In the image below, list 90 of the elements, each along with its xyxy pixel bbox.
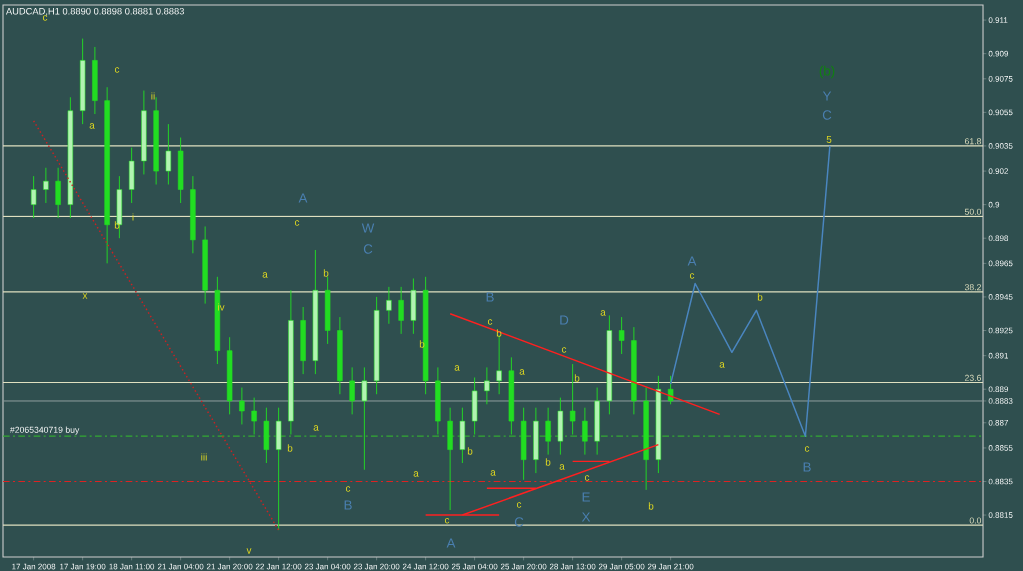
y-tick-label: 0.8835 — [988, 478, 1013, 485]
annotation: a — [313, 425, 319, 431]
y-tick-label: 0.891 — [988, 352, 1009, 359]
y-tick-label: 0.8945 — [988, 294, 1013, 300]
annotation: b — [114, 221, 120, 229]
annotation: 61.8 — [964, 138, 982, 145]
x-tick-label: 29 Jan 21:00 — [647, 563, 694, 570]
annotation: A — [687, 256, 697, 266]
x-tick-label: 17 Jan 2008 — [12, 563, 56, 570]
annotation: a — [559, 464, 565, 470]
annotation: iii — [201, 453, 207, 461]
annotation: B — [803, 462, 811, 472]
y-tick-label: 0.909 — [988, 50, 1009, 57]
annotation: X — [581, 512, 591, 522]
x-tick-label: 29 Jan 05:00 — [598, 563, 645, 570]
annotation: a — [454, 365, 460, 371]
ref-line-label: #2065340719 buy — [9, 426, 80, 435]
y-tick-label: 0.9035 — [988, 143, 1013, 149]
annotation: (b) — [819, 65, 835, 79]
y-tick-label: 0.898 — [988, 235, 1009, 242]
annotation: b — [757, 293, 763, 301]
annotation: Y — [822, 91, 832, 101]
annotation: c — [294, 220, 300, 226]
annotation: A — [298, 193, 308, 203]
y-tick-label: 0.8965 — [988, 260, 1013, 267]
y-tick-label: 0.8815 — [988, 512, 1013, 518]
annotation: b — [287, 444, 293, 452]
annotation: 23.6 — [964, 374, 982, 381]
y-tick-label: 0.8883 — [988, 398, 1013, 404]
annotation: D — [560, 315, 569, 325]
annotation: 5 — [826, 136, 832, 143]
annotation: b — [574, 374, 580, 382]
y-tick-label: 0.9 — [988, 201, 1000, 208]
annotation: W — [361, 223, 375, 233]
annotation: a — [89, 123, 95, 129]
annotation: a — [413, 471, 419, 477]
annotation: c — [114, 67, 120, 73]
annotation: 38.2 — [964, 284, 981, 291]
annotation: C — [363, 244, 373, 254]
x-tick-label: 28 Jan 13:00 — [549, 563, 596, 570]
x-tick-label: 25 Jan 04:00 — [451, 563, 498, 570]
annotation: c — [444, 517, 450, 524]
x-tick-label: 18 Jan 11:00 — [109, 563, 155, 570]
annotation: 50.0 — [964, 208, 982, 215]
annotation: a — [600, 310, 606, 316]
annotation: b — [323, 269, 329, 277]
chart-title: AUDCAD,H1 0.8890 0.8898 0.8881 0.8883 — [5, 7, 184, 16]
x-tick-label: 23 Jan 04:00 — [304, 563, 351, 570]
annotation: B — [486, 292, 494, 302]
annotation: b — [467, 447, 473, 455]
x-tick-label: 25 Jan 20:00 — [500, 563, 547, 570]
x-tick-label: 21 Jan 20:00 — [206, 563, 253, 570]
annotation: b — [419, 340, 425, 348]
x-tick-label: 21 Jan 04:00 — [157, 563, 204, 570]
annotation: a — [719, 362, 725, 368]
x-tick-label: 24 Jan 12:00 — [402, 563, 449, 570]
annotation: c — [561, 347, 567, 353]
annotation: a — [262, 272, 268, 278]
annotation: b — [648, 502, 654, 510]
annotation: v — [246, 548, 252, 554]
y-tick-label: 0.8925 — [988, 327, 1013, 334]
y-tick-label: 0.889 — [988, 386, 1009, 393]
annotation: b — [545, 458, 551, 466]
annotation: c — [584, 475, 590, 481]
annotation: A — [446, 538, 456, 548]
x-tick-label: 17 Jan 19:00 — [60, 563, 106, 570]
annotation: c — [487, 319, 493, 325]
x-tick-label: 22 Jan 12:00 — [255, 563, 302, 570]
annotation: c — [689, 273, 695, 279]
annotation: a — [490, 470, 496, 476]
y-tick-label: 0.9055 — [988, 109, 1013, 116]
annotation: c — [516, 502, 522, 508]
y-tick-label: 0.887 — [988, 419, 1009, 426]
y-tick-label: 0.902 — [988, 168, 1009, 174]
annotation: b — [496, 329, 502, 337]
annotation: E — [582, 492, 590, 502]
annotation: c — [804, 446, 810, 452]
x-tick-label: 23 Jan 20:00 — [353, 563, 400, 570]
y-tick-label: 0.9075 — [988, 75, 1013, 82]
annotation: x — [82, 293, 88, 299]
annotation: c — [345, 486, 351, 492]
annotation: ii — [151, 92, 155, 100]
y-tick-label: 0.8855 — [988, 445, 1013, 451]
annotation: a — [519, 369, 525, 375]
annotation: 0.0 — [969, 517, 982, 524]
annotation: i — [132, 213, 134, 221]
annotation: C — [822, 110, 832, 120]
annotation: B — [344, 500, 352, 510]
annotation: c — [42, 15, 48, 21]
y-tick-label: 0.911 — [988, 17, 1008, 23]
